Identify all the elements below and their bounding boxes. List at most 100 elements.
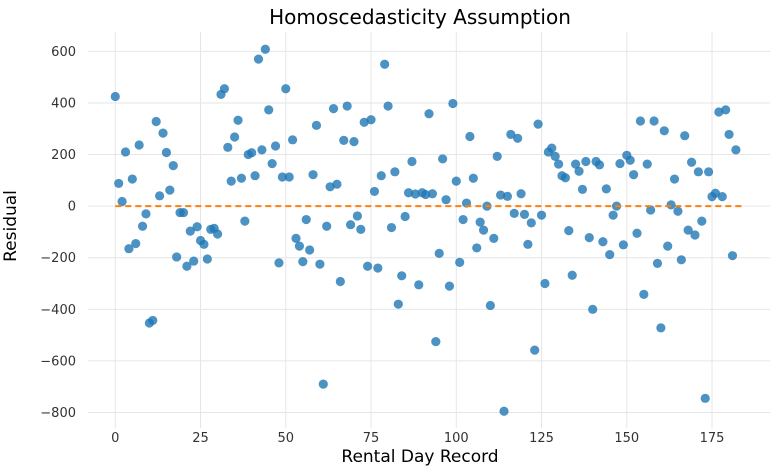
data-point xyxy=(308,170,318,180)
data-point xyxy=(127,174,137,184)
x-tick-label: 125 xyxy=(529,431,554,446)
data-point xyxy=(369,186,380,197)
data-point xyxy=(335,276,345,287)
data-point xyxy=(601,184,611,194)
data-point xyxy=(690,230,700,240)
data-point xyxy=(676,255,686,265)
data-point xyxy=(318,379,328,389)
data-point xyxy=(233,115,243,125)
data-point xyxy=(322,221,332,231)
data-point xyxy=(605,250,615,260)
data-point xyxy=(148,315,158,326)
y-tick-label: −400 xyxy=(40,303,76,318)
data-point xyxy=(704,167,714,177)
y-tick-label: −800 xyxy=(40,406,76,421)
data-point xyxy=(376,171,386,181)
data-point xyxy=(608,210,618,220)
x-tick-label: 150 xyxy=(614,431,639,446)
data-point xyxy=(489,233,499,243)
data-point xyxy=(332,179,342,189)
x-tick-label: 0 xyxy=(111,431,119,446)
data-point xyxy=(523,239,533,249)
data-point xyxy=(311,120,322,130)
data-point xyxy=(509,208,519,218)
data-point xyxy=(124,244,134,254)
data-point xyxy=(697,216,707,226)
data-point xyxy=(155,191,165,201)
data-point xyxy=(530,345,540,355)
data-point xyxy=(270,141,281,151)
data-point xyxy=(373,263,383,273)
data-point xyxy=(492,151,502,161)
data-point xyxy=(625,155,635,165)
data-point xyxy=(642,159,652,169)
data-point xyxy=(380,59,390,69)
data-point xyxy=(226,176,236,186)
data-point xyxy=(652,258,663,269)
data-point xyxy=(236,173,247,183)
data-point xyxy=(281,84,291,94)
x-tick-label: 100 xyxy=(444,431,469,446)
data-point xyxy=(257,145,267,155)
data-point xyxy=(635,116,646,126)
data-point xyxy=(342,101,352,111)
data-point xyxy=(536,210,547,220)
data-point xyxy=(475,217,485,227)
data-point xyxy=(717,191,727,202)
x-tick-label: 25 xyxy=(192,431,209,446)
data-point xyxy=(727,251,738,261)
data-point xyxy=(393,299,403,309)
data-point xyxy=(615,158,625,169)
data-point xyxy=(468,173,478,183)
data-point xyxy=(465,131,475,142)
data-point xyxy=(253,54,264,64)
data-point xyxy=(400,211,410,222)
data-point xyxy=(441,195,451,205)
data-point xyxy=(158,128,168,138)
data-point xyxy=(403,188,414,198)
data-point xyxy=(305,245,315,255)
data-point xyxy=(366,115,376,125)
data-point xyxy=(363,261,373,271)
data-point xyxy=(444,281,455,291)
y-tick-label: 200 xyxy=(51,148,76,163)
x-tick-label: 175 xyxy=(700,431,725,446)
data-point xyxy=(274,258,284,268)
data-point xyxy=(247,148,257,158)
data-point xyxy=(240,216,250,226)
data-point xyxy=(202,254,212,264)
data-point xyxy=(496,190,506,200)
data-point xyxy=(298,257,308,267)
data-point xyxy=(567,270,577,280)
data-point xyxy=(151,116,161,127)
data-point xyxy=(649,116,659,126)
data-point xyxy=(165,185,175,195)
data-point xyxy=(192,222,202,232)
data-point xyxy=(168,161,178,171)
data-point xyxy=(424,109,434,119)
data-point xyxy=(533,119,543,129)
data-point xyxy=(431,336,441,347)
data-point xyxy=(516,189,526,199)
data-point xyxy=(574,166,584,176)
data-point xyxy=(448,98,458,109)
data-point xyxy=(478,225,489,235)
y-tick-label: −200 xyxy=(40,251,76,266)
data-point xyxy=(397,271,407,281)
data-point xyxy=(386,222,397,233)
data-point xyxy=(438,154,448,164)
data-point xyxy=(560,173,571,183)
data-point xyxy=(137,221,148,231)
data-point xyxy=(407,156,417,167)
data-point xyxy=(141,209,151,219)
data-point xyxy=(451,176,461,186)
data-point xyxy=(352,211,362,221)
data-point xyxy=(683,225,693,235)
data-point xyxy=(420,189,431,200)
y-tick-label: 600 xyxy=(51,45,76,60)
data-point xyxy=(410,189,420,199)
data-point xyxy=(117,196,127,207)
data-point xyxy=(588,304,598,314)
data-point xyxy=(710,188,721,198)
data-point xyxy=(414,280,424,290)
